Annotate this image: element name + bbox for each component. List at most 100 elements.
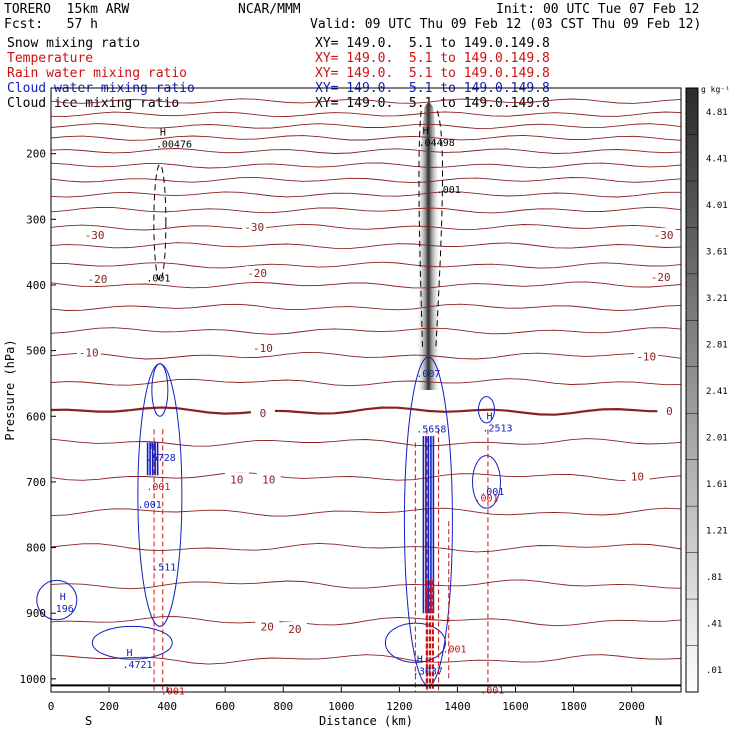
temperature-label: -30 xyxy=(85,229,105,242)
cloud-water-contour xyxy=(477,396,495,424)
contour-value-label: .5658 xyxy=(416,425,446,436)
x-tick-label: 400 xyxy=(157,700,177,713)
temperature-contour xyxy=(50,261,682,269)
colorbar-label: .81 xyxy=(706,573,722,583)
temperature-label-bg xyxy=(651,228,676,241)
temperature-contour xyxy=(50,223,682,231)
max-marker: H xyxy=(423,126,429,137)
contour-value-label: .001 xyxy=(474,494,498,505)
x-tick-label: 600 xyxy=(215,700,235,713)
colorbar-unit: g kg⁻¹ xyxy=(701,85,730,94)
temperature-label: 0 xyxy=(260,407,267,420)
temperature-contour xyxy=(50,191,681,198)
colorbar-label: 2.01 xyxy=(706,433,728,443)
y-tick-label: 900 xyxy=(26,607,46,620)
y-tick-label: 600 xyxy=(26,410,46,423)
contour-value-label: .511 xyxy=(152,563,176,574)
temperature-contour xyxy=(50,98,682,104)
y-tick-label: 500 xyxy=(26,345,46,358)
y-tick-label: 800 xyxy=(26,542,46,555)
temperature-label: 10 xyxy=(230,473,243,486)
temperature-contour xyxy=(50,327,682,335)
y-tick-label: 400 xyxy=(26,279,46,292)
temperature-label-bg xyxy=(85,272,110,285)
legend-cloud-ice: Cloud ice mixing ratio xyxy=(7,96,180,111)
colorbar-label: 3.21 xyxy=(706,294,728,304)
plot-frame xyxy=(50,87,682,693)
max-value-label: .6728 xyxy=(146,453,176,464)
forecast-hour: Fcst: 57 h xyxy=(4,17,98,32)
right-endpoint-label: N xyxy=(655,714,662,728)
temperature-label-bg xyxy=(245,266,270,279)
temperature-label-bg xyxy=(256,472,281,485)
contour-value-label: .001 xyxy=(138,500,162,511)
legend-rain: Rain water mixing ratio xyxy=(7,66,188,81)
cloud-water-contour xyxy=(91,625,173,660)
y-tick-label: 700 xyxy=(26,476,46,489)
legend-snow: Snow mixing ratio xyxy=(7,36,141,51)
colorbar-label: .01 xyxy=(706,666,722,676)
temperature-contour xyxy=(50,542,682,553)
temperature-contour xyxy=(50,579,682,590)
temperature-contour xyxy=(50,123,682,129)
temperature-label: -10 xyxy=(79,347,99,360)
colorbar xyxy=(685,87,699,693)
temperature-label-bg xyxy=(255,619,280,632)
max-value-label: 196 xyxy=(56,604,74,615)
max-marker: H xyxy=(60,592,66,603)
x-tick-label: 1600 xyxy=(502,700,529,713)
max-value-label: .3037 xyxy=(413,666,443,677)
temperature-label: 10 xyxy=(631,471,644,484)
temperature-contour xyxy=(50,134,682,141)
snow-contour-left xyxy=(153,164,167,282)
temperature-label-bg xyxy=(76,345,101,358)
org-title: NCAR/MMM xyxy=(238,2,301,17)
max-marker: H xyxy=(150,441,156,452)
temperature-label-bg xyxy=(634,349,659,362)
cloud-water-contour xyxy=(137,363,183,627)
temperature-label-bg xyxy=(657,404,682,417)
temperature-label: -20 xyxy=(247,267,267,280)
contour-value-label: .007 xyxy=(416,369,440,380)
temperature-contour xyxy=(50,111,682,117)
temperature-contour xyxy=(50,507,682,517)
temperature-label: -10 xyxy=(253,342,273,355)
temperature-label-bg xyxy=(242,220,267,233)
cloud-ice-shading xyxy=(416,102,441,391)
temperature-label-bg xyxy=(648,270,673,283)
max-marker: H xyxy=(486,412,492,423)
y-tick-label: 1000 xyxy=(20,673,47,686)
temperature-contour xyxy=(50,281,682,289)
temperature-contour xyxy=(50,148,682,154)
legend-temperature-xy: XY= 149.0. 5.1 to 149.0.149.8 xyxy=(315,51,550,66)
temperature-label: -20 xyxy=(88,273,108,286)
cloud-water-contour xyxy=(471,455,501,509)
temperature-contour xyxy=(50,176,682,184)
temperature-contour xyxy=(50,406,682,416)
temperature-contour xyxy=(50,616,682,627)
valid-time: Valid: 09 UTC Thu 09 Feb 12 (03 CST Thu … xyxy=(310,17,702,32)
colorbar-label: 3.61 xyxy=(706,248,728,258)
colorbar-label: 4.81 xyxy=(706,108,728,118)
y-tick-label: 300 xyxy=(26,213,46,226)
temperature-contour xyxy=(50,654,682,665)
colorbar-label: 1.61 xyxy=(706,480,728,490)
cloud-water-contour xyxy=(36,579,78,621)
x-tick-label: 800 xyxy=(273,700,293,713)
x-tick-label: 1800 xyxy=(560,700,587,713)
max-value-label: .2513 xyxy=(482,424,512,435)
left-endpoint-label: S xyxy=(85,714,92,728)
x-tick-label: 1400 xyxy=(444,700,471,713)
temperature-contour xyxy=(50,242,682,249)
temperature-label: 0 xyxy=(666,405,673,418)
temperature-label-bg xyxy=(250,405,275,418)
temperature-label-bg xyxy=(282,621,307,634)
x-tick-label: 1000 xyxy=(328,700,355,713)
temperature-label: 10 xyxy=(262,473,275,486)
colorbar-label: 1.21 xyxy=(706,526,728,536)
x-axis-label: Distance (km) xyxy=(319,714,413,728)
x-tick-label: 200 xyxy=(99,700,119,713)
max-marker: H xyxy=(126,648,132,659)
legend-temperature: Temperature xyxy=(7,51,94,66)
